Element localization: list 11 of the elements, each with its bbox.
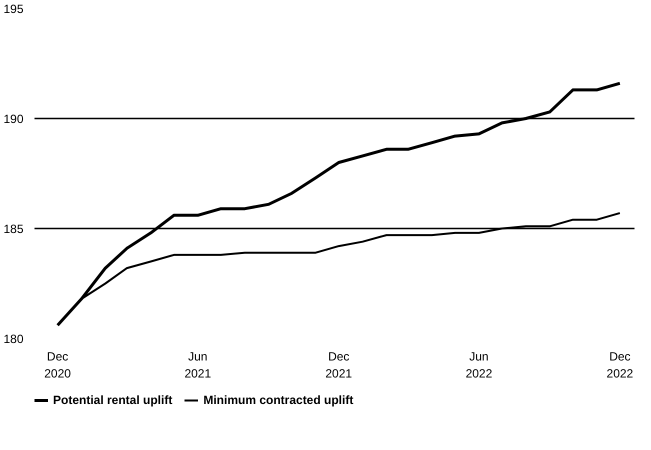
legend-label: Minimum contracted uplift [203, 393, 354, 407]
legend-label: Potential rental uplift [53, 393, 172, 407]
x-tick-label: Dec 2021 [325, 350, 352, 380]
x-tick-label: Dec 2022 [606, 350, 634, 380]
y-tick-label: 195 [3, 2, 24, 16]
x-tick-label: Jun 2022 [466, 350, 493, 380]
y-tick-label: 185 [3, 222, 24, 236]
x-tick-label: Jun 2021 [184, 350, 212, 380]
x-tick-label: Dec 2020 [44, 350, 72, 380]
y-tick-label: 190 [3, 112, 24, 126]
y-tick-label: 180 [3, 332, 24, 346]
